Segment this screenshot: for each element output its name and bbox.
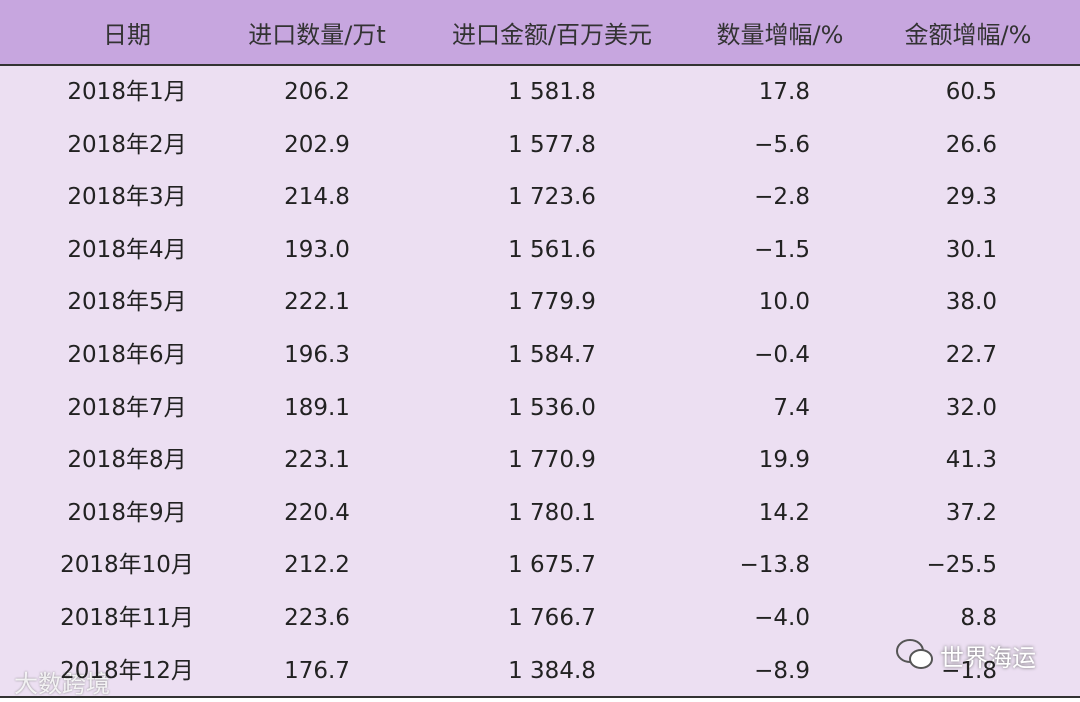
table-cell: 193.0 — [284, 236, 350, 263]
table-cell: 1 770.9 — [508, 447, 596, 474]
table-cell: 7.4 — [773, 394, 810, 421]
table-cell: 22.7 — [945, 342, 997, 368]
table-cell: 1 584.7 — [508, 342, 596, 368]
table-cell: 1 780.1 — [508, 499, 596, 526]
header-cell: 数量增幅/% — [716, 21, 844, 49]
table-cell: 1 561.6 — [508, 236, 596, 263]
table-cell: 29.3 — [945, 184, 997, 211]
table-cell: −1.8 — [941, 657, 997, 684]
table-cell: 2018年10月 — [60, 552, 194, 579]
header-cell: 金额增幅/% — [904, 21, 1032, 49]
table-cell: 196.3 — [284, 342, 350, 368]
table-cell: 2018年7月 — [67, 394, 187, 421]
table-cell: −25.5 — [926, 552, 997, 579]
table-cell: −5.6 — [754, 131, 810, 158]
table-cell: 1 577.8 — [508, 131, 596, 158]
table-cell: 2018年1月 — [67, 79, 187, 105]
wechat-icon — [896, 639, 933, 669]
table-cell: 60.5 — [945, 79, 997, 105]
watermark: 大数跨境 — [14, 670, 110, 698]
table-cell: −0.4 — [754, 342, 810, 368]
table-cell: 41.3 — [945, 447, 997, 474]
table-cell: 1 779.9 — [508, 289, 596, 316]
header-cell: 进口金额/百万美元 — [451, 21, 653, 49]
table-cell: 2018年4月 — [67, 236, 187, 263]
table-cell: 176.7 — [284, 657, 350, 684]
table-cell: 32.0 — [945, 394, 997, 421]
table-cell: −13.8 — [739, 552, 810, 579]
table-cell: 2018年6月 — [67, 342, 187, 368]
table-cell: 2018年9月 — [67, 499, 187, 526]
table-cell: 2018年11月 — [60, 605, 194, 631]
table-cell: 30.1 — [945, 236, 997, 263]
table-cell: 223.1 — [284, 447, 350, 474]
table-cell: 37.2 — [945, 499, 997, 526]
table-cell: 223.6 — [284, 605, 350, 631]
table-cell: 1 723.6 — [508, 184, 596, 211]
table-cell: 1 536.0 — [508, 394, 596, 421]
table-cell: −8.9 — [754, 657, 810, 684]
table-cell: 189.1 — [284, 394, 350, 421]
table-cell: 10.0 — [758, 289, 810, 316]
table-cell: 38.0 — [945, 289, 997, 316]
table-cell: −2.8 — [754, 184, 810, 211]
table-cell: 26.6 — [945, 131, 997, 158]
table-cell: 8.8 — [960, 605, 997, 631]
table-cell: 214.8 — [284, 184, 350, 211]
table-cell: 220.4 — [284, 499, 350, 526]
table-cell: 1 766.7 — [508, 605, 596, 631]
table-cell: −1.5 — [754, 236, 810, 263]
header-cell: 日期 — [103, 21, 151, 49]
table-cell: 2018年5月 — [67, 289, 187, 316]
table-cell: 19.9 — [758, 447, 810, 474]
table-cell: 14.2 — [758, 499, 810, 526]
table-cell: 212.2 — [284, 552, 350, 579]
table-cell: −4.0 — [754, 605, 810, 631]
table-cell: 2018年2月 — [67, 131, 187, 158]
table-cell: 1 675.7 — [508, 552, 596, 579]
watermark: 世界海运 — [940, 644, 1036, 672]
table-cell: 17.8 — [758, 79, 810, 105]
table-cell: 202.9 — [284, 131, 350, 158]
table-cell: 2018年12月 — [60, 657, 194, 684]
table-cell: 1 384.8 — [508, 657, 596, 684]
table-body — [0, 66, 1080, 698]
table-cell: 222.1 — [284, 289, 350, 316]
table-cell: 2018年3月 — [67, 184, 187, 211]
table-header — [0, 0, 1080, 66]
table-cell: 206.2 — [284, 79, 350, 105]
header-cell: 进口数量/万t — [248, 21, 386, 49]
table-cell: 2018年8月 — [67, 447, 187, 474]
table-cell: 1 581.8 — [508, 79, 596, 105]
